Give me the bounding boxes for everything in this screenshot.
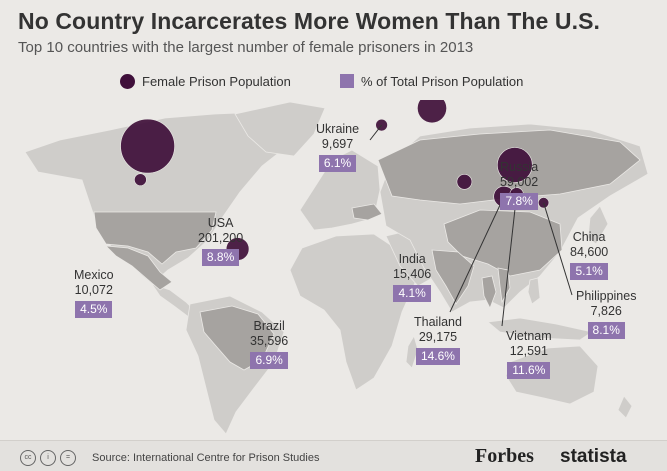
label-brazil-name: Brazil [253, 319, 285, 333]
label-india-percent: 4.1% [393, 285, 431, 302]
label-thailand: Thailand 29,175 14.6% [414, 315, 462, 365]
landmass-indonesia [487, 317, 594, 341]
country-shape-usa [93, 211, 217, 265]
footer: cc i = Source: International Centre for … [0, 440, 667, 471]
country-shape-thailand [481, 275, 497, 309]
label-china: China 84,600 5.1% [570, 230, 608, 280]
label-brazil-value: 35,596 [250, 334, 289, 348]
bubble-mexico [134, 173, 147, 186]
label-vietnam: Vietnam 12,591 11.6% [506, 329, 552, 379]
bubble-usa [120, 118, 175, 174]
landmass-philippines-island [527, 277, 541, 305]
label-ukraine-name: Ukraine [316, 122, 360, 136]
chart-title: No Country Incarcerates More Women Than … [18, 8, 601, 34]
label-russia-value: 59,002 [500, 175, 539, 189]
legend-square-label: % of Total Prison Population [361, 74, 524, 89]
landmass-australia [505, 345, 599, 405]
label-philippines: Philippines 7,826 8.1% [576, 289, 636, 339]
chart-subtitle: Top 10 countries with the largest number… [18, 39, 474, 56]
legend-circle-marker [120, 74, 135, 89]
label-philippines-value: 7,826 [590, 304, 622, 318]
label-thailand-value: 29,175 [418, 330, 458, 344]
cc-icon: cc [20, 450, 36, 466]
bubble-russia [417, 100, 447, 124]
landmass-madagascar [405, 335, 419, 369]
label-philippines-percent: 8.1% [587, 322, 625, 339]
nd-icon: = [60, 450, 76, 466]
label-ukraine-value: 9,697 [321, 137, 354, 151]
leader-line-vietnam [501, 194, 518, 327]
country-shape-india [431, 249, 475, 305]
label-mexico-value: 10,072 [74, 283, 113, 297]
source-text: Source: International Centre for Prison … [92, 452, 320, 464]
label-ukraine-percent: 6.1% [318, 155, 357, 172]
leader-line-ukraine [369, 124, 382, 141]
landmass-japan [587, 205, 609, 245]
leader-line-thailand [449, 196, 505, 313]
label-mexico: Mexico 10,072 4.5% [74, 268, 114, 318]
label-vietnam-value: 12,591 [509, 344, 548, 358]
label-china-value: 84,600 [570, 245, 609, 259]
label-brazil: Brazil 35,596 6.9% [250, 319, 288, 369]
label-russia-percent: 7.8% [500, 193, 538, 210]
legend-square-marker [340, 74, 354, 88]
highlighted-countries [93, 129, 641, 371]
bubbles [120, 100, 550, 261]
label-china-name: China [572, 230, 606, 244]
label-brazil-percent: 6.9% [250, 352, 288, 369]
label-russia: Russia 59,002 7.8% [500, 160, 538, 210]
label-india-name: India [398, 252, 426, 266]
legend-circle-label: Female Prison Population [142, 74, 291, 89]
forbes-logo: Forbes [475, 445, 534, 467]
leader-line-philippines [543, 202, 573, 296]
country-shape-ukraine [351, 203, 383, 221]
statista-logo: statista [560, 446, 627, 467]
label-china-percent: 5.1% [570, 263, 608, 280]
landmass-greenland [234, 101, 326, 157]
label-russia-name: Russia [500, 160, 539, 174]
label-india: India 15,406 4.1% [393, 252, 431, 302]
label-usa-value: 201,200 [198, 231, 244, 245]
landmass-africa [289, 233, 419, 391]
by-icon: i [40, 450, 56, 466]
label-thailand-percent: 14.6% [415, 348, 460, 365]
landmass-north-america [24, 111, 301, 285]
leader-lines [369, 124, 573, 327]
legend: Female Prison Population % of Total Pris… [0, 73, 667, 93]
landmass-new-zealand [617, 395, 633, 419]
label-usa-name: USA [207, 216, 234, 230]
label-ukraine: Ukraine 9,697 6.1% [316, 122, 359, 172]
world-map [24, 100, 649, 435]
bubble-china [496, 147, 533, 183]
label-india-value: 15,406 [393, 267, 432, 281]
country-shape-mexico [104, 245, 173, 291]
label-vietnam-name: Vietnam [506, 329, 552, 343]
bubble-india [456, 174, 473, 190]
label-thailand-name: Thailand [414, 315, 462, 329]
bubble-ukraine [375, 118, 388, 132]
label-mexico-percent: 4.5% [75, 301, 113, 318]
label-mexico-name: Mexico [74, 268, 114, 282]
label-philippines-name: Philippines [576, 289, 637, 303]
label-usa: USA 201,200 8.8% [198, 216, 243, 266]
label-vietnam-percent: 11.6% [507, 362, 551, 379]
country-shape-china [443, 209, 563, 277]
label-usa-percent: 8.8% [201, 249, 240, 266]
